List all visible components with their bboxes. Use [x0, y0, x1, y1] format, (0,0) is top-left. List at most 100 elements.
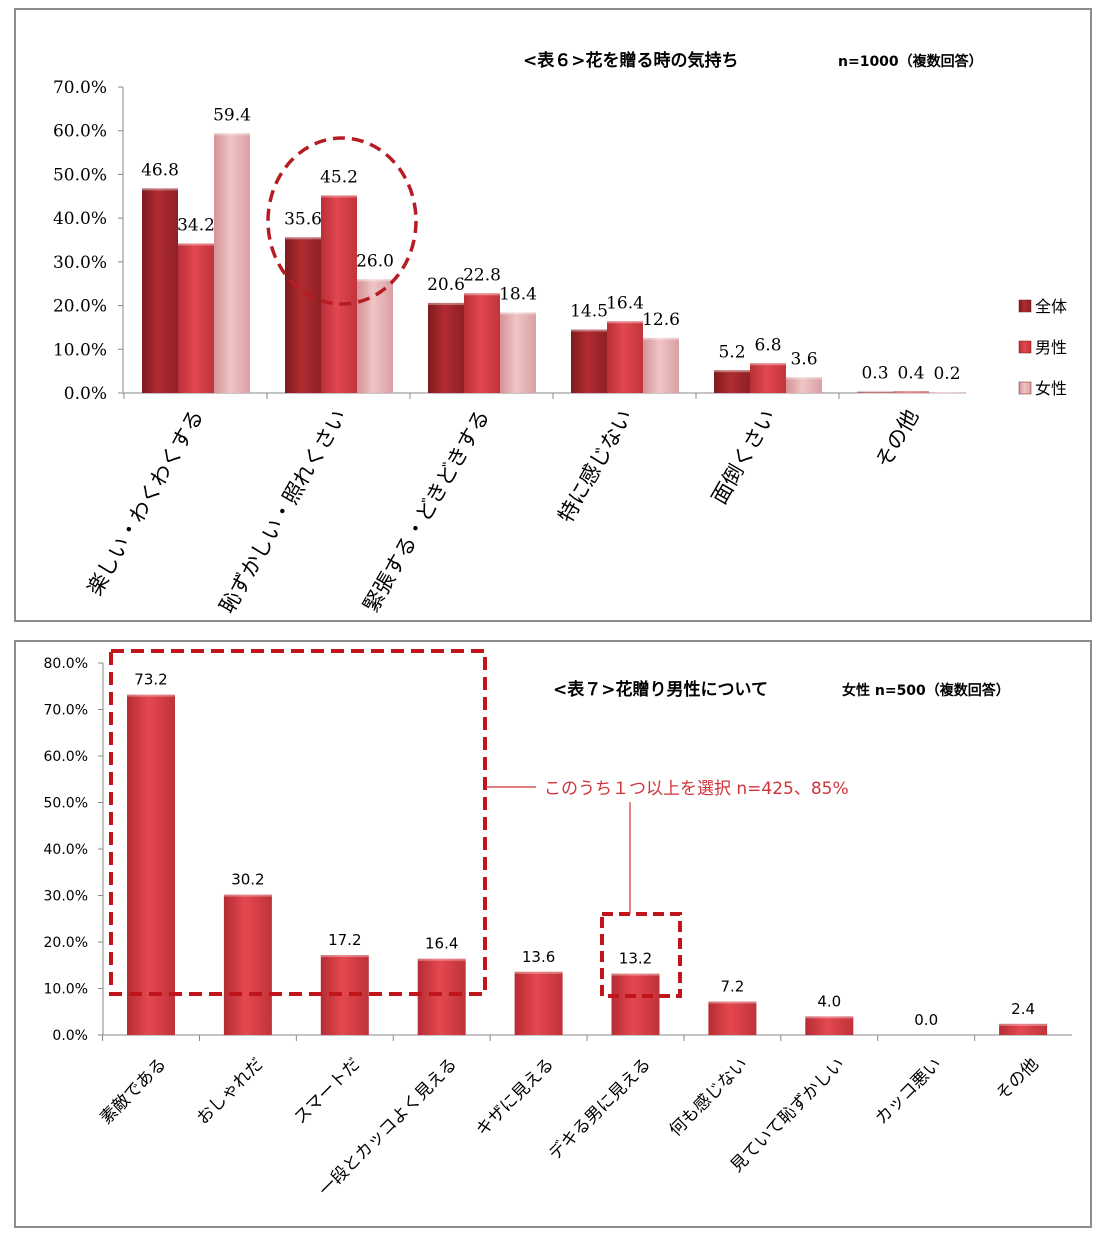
bar-top-highlight — [320, 955, 369, 958]
legend-swatch — [1018, 381, 1032, 395]
bar-女性 — [214, 133, 250, 393]
data-label: 26.0 — [356, 251, 394, 271]
y-tick-label: 0.0% — [52, 1028, 88, 1044]
bar-女性 — [643, 337, 679, 393]
y-tick-label: 40.0% — [53, 209, 107, 229]
bar-top-highlight — [805, 1016, 854, 1019]
data-label: 0.2 — [933, 364, 960, 384]
bar-top-highlight — [857, 391, 893, 394]
category-label: スマートだ — [290, 1054, 364, 1128]
y-tick-label: 60.0% — [44, 749, 88, 765]
data-label: 0.3 — [861, 364, 888, 384]
bar-top-highlight — [142, 188, 178, 191]
legend-label: 男性 — [1035, 338, 1067, 357]
data-label: 5.2 — [718, 342, 745, 362]
category-label: 恥ずかしい・照れくさい — [215, 406, 351, 618]
highlight-box-small — [600, 912, 682, 998]
data-label: 13.2 — [619, 950, 652, 968]
bar-top-highlight — [178, 243, 214, 246]
highlight-ellipse — [266, 136, 418, 306]
bar — [223, 894, 272, 1035]
data-label: 17.2 — [328, 931, 361, 949]
data-label: 18.4 — [499, 285, 537, 305]
bar-top-highlight — [611, 973, 660, 976]
data-label: 4.0 — [817, 992, 841, 1010]
bar-全体 — [714, 370, 750, 393]
bar-top-highlight — [643, 337, 679, 340]
bar-全体 — [285, 237, 321, 393]
legend-swatch — [1018, 299, 1032, 313]
bar — [999, 1023, 1048, 1035]
annotation-text: このうち１つ以上を選択 n=425、85% — [544, 779, 849, 799]
bar-男性 — [607, 321, 643, 393]
bar-女性 — [357, 279, 393, 393]
y-tick-label: 50.0% — [44, 796, 88, 812]
bar-top-highlight — [357, 279, 393, 282]
category-label: おしゃれだ — [193, 1054, 267, 1128]
y-tick-label: 70.0% — [53, 78, 107, 98]
bar — [514, 971, 563, 1035]
data-label: 16.4 — [425, 935, 458, 953]
bar-男性 — [321, 195, 357, 393]
legend-label: 女性 — [1035, 379, 1067, 398]
data-label: 14.5 — [570, 302, 608, 322]
bar-top-highlight — [571, 329, 607, 332]
data-label: 16.4 — [606, 293, 644, 313]
y-tick-label: 20.0% — [44, 935, 88, 951]
category-label: 緊張する・どきどきする — [359, 406, 495, 617]
data-label: 46.8 — [141, 160, 179, 180]
bar-top-highlight — [607, 321, 643, 324]
bar-top-highlight — [127, 694, 175, 697]
data-label: 0.4 — [897, 363, 924, 383]
data-label: 73.2 — [134, 671, 167, 689]
bar-top-highlight — [750, 363, 786, 366]
y-tick-label: 50.0% — [53, 165, 107, 185]
y-tick-label: 0.0% — [64, 384, 107, 404]
data-label: 20.6 — [427, 275, 465, 295]
bar — [611, 973, 660, 1035]
bar-top-highlight — [714, 370, 750, 373]
data-label: 2.4 — [1011, 1000, 1035, 1018]
category-label: その他 — [992, 1054, 1042, 1104]
chart-panel-2: <表７>花贈り男性について 女性 n=500（複数回答） 0.0% 10.0% 20… — [14, 640, 1092, 1228]
data-label: 7.2 — [720, 978, 744, 996]
bar-top-highlight — [929, 392, 965, 394]
bar-top-highlight — [708, 1001, 757, 1004]
y-tick-label: 70.0% — [44, 703, 88, 719]
bar-女性 — [786, 377, 822, 393]
data-label: 45.2 — [320, 167, 358, 187]
y-tick-label: 60.0% — [53, 122, 107, 142]
bar-top-highlight — [428, 302, 464, 305]
category-label: 何も感じない — [666, 1054, 752, 1140]
legend-label: 全体 — [1035, 297, 1067, 316]
bar-chart-1: <表６>花を贈る時の気持ち n=1000（複数回答） 0.0% 10.0% 20.0… — [53, 50, 1067, 618]
chart2-subtitle: 女性 n=500（複数回答） — [842, 682, 1010, 699]
bar-全体 — [857, 391, 893, 393]
category-label: 楽しい・わくわくする — [83, 406, 209, 600]
y-tick-label: 10.0% — [44, 982, 88, 998]
bar-top-highlight — [999, 1023, 1048, 1026]
category-label: その他 — [871, 406, 923, 473]
bar-女性 — [500, 312, 536, 393]
y-tick-label: 30.0% — [53, 253, 107, 273]
bar-全体 — [428, 302, 464, 393]
chart1-subtitle: n=1000（複数回答） — [838, 53, 983, 70]
category-label: 面倒くさい — [707, 406, 780, 509]
category-label: 素敵である — [96, 1054, 170, 1128]
bar-top-highlight — [514, 971, 563, 974]
bar — [127, 694, 175, 1035]
bar — [805, 1016, 854, 1035]
bar-chart-2: <表７>花贈り男性について 女性 n=500（複数回答） 0.0% 10.0% 20… — [44, 649, 1072, 1200]
data-label: 30.2 — [231, 871, 264, 889]
bar-top-highlight — [417, 958, 466, 961]
bar-男性 — [178, 243, 214, 393]
category-label: カッコ悪い — [871, 1054, 945, 1128]
data-label: 3.6 — [790, 349, 817, 369]
bar-男性 — [464, 293, 500, 393]
bar-女性 — [929, 392, 965, 393]
data-label: 22.8 — [463, 265, 501, 285]
bar-top-highlight — [214, 133, 250, 136]
category-label: 特に感じない — [554, 406, 638, 527]
chart-panel-1: <表６>花を贈る時の気持ち n=1000（複数回答） 0.0% 10.0% 20.0… — [14, 8, 1092, 622]
